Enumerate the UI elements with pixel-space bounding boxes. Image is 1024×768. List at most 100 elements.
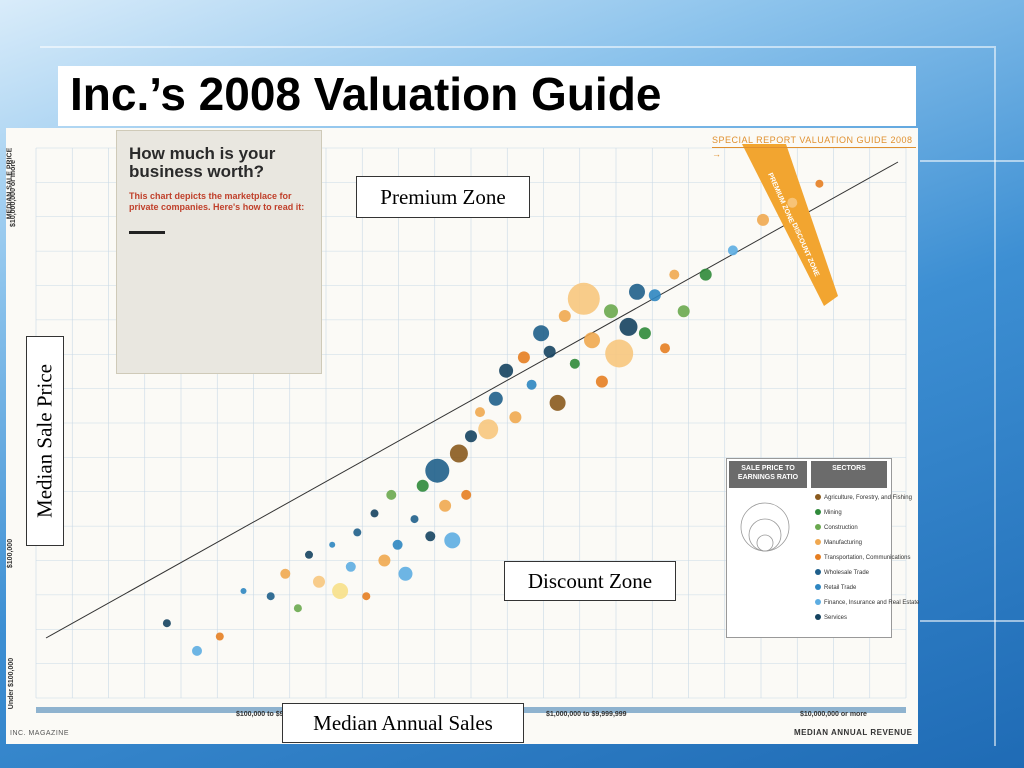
data-point-4 — [240, 588, 247, 594]
legend-sector-swatch — [815, 614, 821, 620]
scatter-chart: PREMIUM ZONE DISCOUNT ZONE — [35, 144, 907, 713]
data-point-37 — [543, 345, 556, 358]
legend-ratio-circle-large — [740, 502, 790, 552]
data-point-25 — [444, 532, 461, 549]
data-point-2 — [192, 645, 202, 656]
data-point-26 — [449, 444, 468, 463]
data-point-10 — [329, 541, 336, 548]
legend-sector-label: Agriculture, Forestry, and Fishing — [824, 495, 912, 501]
legend-sector-label: Retail Trade — [824, 585, 857, 591]
data-point-46 — [619, 317, 638, 336]
legend-sector-label: Construction — [824, 525, 858, 531]
legend-sector-item: Mining — [815, 508, 842, 519]
data-point-3 — [215, 632, 224, 641]
data-point-24 — [439, 499, 452, 512]
slide-frame-line-top — [40, 46, 994, 48]
data-point-39 — [558, 310, 571, 322]
data-point-18 — [392, 539, 403, 550]
legend-sector-item: Construction — [815, 523, 858, 534]
data-point-12 — [345, 561, 356, 572]
data-point-33 — [509, 411, 522, 424]
data-point-14 — [362, 592, 371, 601]
slide-frame-line-right — [994, 46, 996, 746]
data-point-20 — [410, 515, 419, 524]
data-point-50 — [660, 343, 670, 354]
discount-zone-label: Discount Zone — [504, 561, 676, 601]
median-sale-price-label: Median Sale Price — [26, 336, 64, 546]
data-point-23 — [425, 458, 450, 483]
y-axis-title: MEDIAN SALE PRICE — [6, 147, 14, 220]
data-point-52 — [677, 305, 690, 318]
legend-sector-swatch — [815, 539, 821, 545]
legend-sector-swatch — [815, 524, 821, 530]
legend-sectors-heading: SECTORS — [811, 461, 887, 488]
diagonal-fair-value-line — [45, 161, 899, 639]
median-annual-sales-label: Median Annual Sales — [282, 703, 524, 743]
legend-sector-label: Services — [824, 615, 848, 621]
data-point-17 — [386, 489, 397, 500]
data-point-48 — [638, 327, 651, 340]
data-point-16 — [378, 554, 391, 567]
data-point-19 — [398, 566, 413, 581]
median-sale-price-text: Median Sale Price — [32, 364, 57, 518]
data-point-38 — [549, 394, 566, 411]
data-point-35 — [526, 379, 537, 390]
data-point-22 — [425, 531, 436, 542]
data-point-54 — [727, 245, 738, 256]
legend-sector-swatch — [815, 509, 821, 515]
legend-sector-swatch — [815, 599, 821, 605]
data-point-15 — [370, 509, 379, 518]
chart-points — [162, 179, 824, 656]
legend-sector-item: Agriculture, Forestry, and Fishing — [815, 493, 912, 504]
inset-subheading: This chart depicts the marketplace for p… — [129, 191, 305, 212]
data-point-49 — [648, 289, 661, 302]
legend-sector-label: Mining — [824, 510, 842, 516]
data-point-1 — [162, 619, 171, 628]
legend-sector-item: Manufacturing — [815, 538, 862, 549]
data-point-34 — [517, 351, 530, 364]
data-point-9 — [313, 575, 325, 588]
data-point-21 — [416, 479, 429, 492]
footer-left: INC. MAGAZINE — [10, 730, 70, 737]
legend-sector-item: Retail Trade — [815, 583, 856, 594]
data-point-31 — [488, 391, 503, 406]
data-point-56 — [787, 197, 798, 208]
data-point-40 — [569, 358, 580, 369]
legend-sector-item: Wholesale Trade — [815, 568, 869, 579]
chart-legend: SALE PRICE TO EARNINGS RATIO SECTORS Agr… — [726, 458, 919, 638]
data-point-27 — [461, 489, 472, 500]
x-tick-label-1: $100,000 to $999,999 — [236, 711, 305, 718]
data-point-43 — [595, 375, 608, 388]
data-point-45 — [605, 339, 634, 368]
legend-sector-swatch — [815, 584, 821, 590]
legend-ratio-circle-small — [756, 534, 774, 552]
data-point-5 — [266, 592, 275, 601]
data-point-55 — [757, 213, 769, 226]
legend-sector-swatch — [815, 494, 821, 500]
legend-sector-label: Transportation, Communications — [824, 555, 911, 561]
report-tag: SPECIAL REPORT VALUATION GUIDE 2008 → — [712, 133, 916, 159]
legend-ratio-heading: SALE PRICE TO EARNINGS RATIO — [729, 461, 807, 488]
data-point-36 — [533, 325, 550, 342]
data-point-53 — [699, 268, 712, 281]
legend-sector-item: Services — [815, 613, 847, 624]
y-tick-label-1: Under $100,000 — [8, 657, 16, 710]
legend-sector-swatch — [815, 569, 821, 575]
data-point-28 — [465, 430, 477, 443]
x-tick-label-2: $1,000,000 to $9,999,999 — [546, 711, 627, 718]
legend-sector-swatch — [815, 554, 821, 560]
x-axis-title: MEDIAN ANNUAL REVENUE — [794, 728, 913, 737]
data-point-6 — [280, 568, 291, 579]
legend-sector-label: Finance, Insurance and Real Estate — [824, 600, 920, 606]
chart-reference-line — [45, 161, 899, 639]
data-point-7 — [293, 604, 302, 613]
y-tick-label-2: $100,000 — [7, 538, 15, 569]
data-point-29 — [475, 407, 485, 418]
inset-heading: How much is your business worth? — [129, 144, 276, 181]
legend-sector-item: Transportation, Communications — [815, 553, 910, 564]
slide-frame-line-mid — [920, 160, 1024, 162]
slide-title: Inc.’s 2008 Valuation Guide — [70, 68, 662, 120]
inset-divider — [129, 231, 165, 234]
data-point-32 — [499, 363, 514, 378]
legend-ratio-circles — [740, 502, 790, 552]
